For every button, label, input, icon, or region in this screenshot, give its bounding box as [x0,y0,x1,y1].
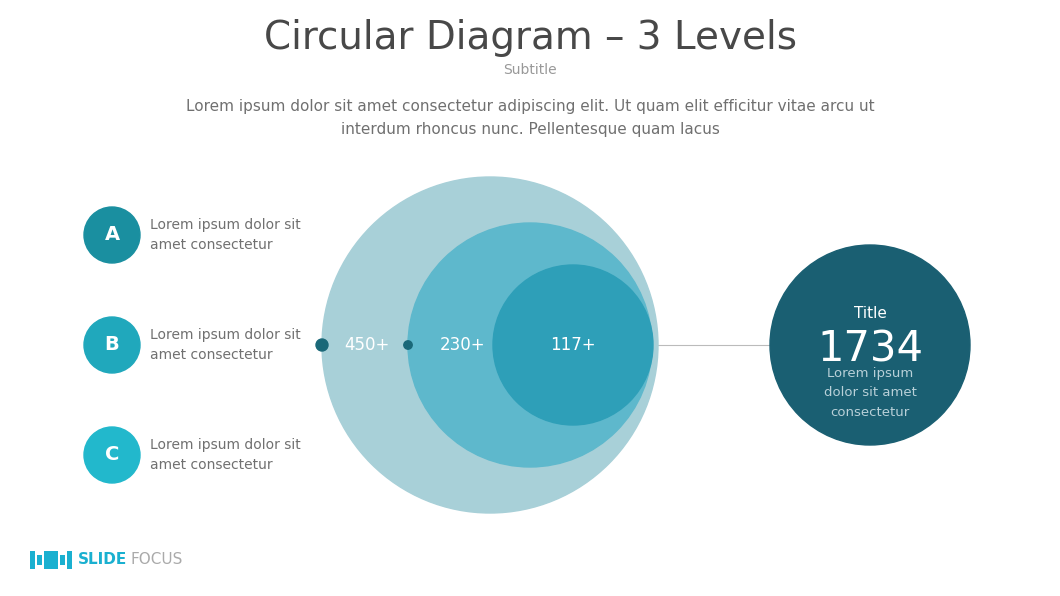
Text: Lorem ipsum dolor sit
amet consectetur: Lorem ipsum dolor sit amet consectetur [151,328,301,362]
Circle shape [770,245,970,445]
Circle shape [84,317,140,373]
Circle shape [84,207,140,263]
Text: Subtitle: Subtitle [504,63,556,77]
Text: 450+: 450+ [344,336,390,354]
FancyBboxPatch shape [67,551,72,569]
Circle shape [322,177,658,513]
Circle shape [408,223,652,467]
Text: 117+: 117+ [550,336,596,354]
Circle shape [316,339,328,351]
FancyBboxPatch shape [60,555,65,565]
Text: Title: Title [853,306,886,321]
Text: SLIDE: SLIDE [78,552,127,567]
Text: A: A [105,225,120,244]
Text: Lorem ipsum dolor sit
amet consectetur: Lorem ipsum dolor sit amet consectetur [151,218,301,252]
Text: Lorem ipsum dolor sit amet consectetur adipiscing elit. Ut quam elit efficitur v: Lorem ipsum dolor sit amet consectetur a… [186,100,874,136]
FancyBboxPatch shape [37,555,42,565]
Text: Lorem ipsum
dolor sit amet
consectetur: Lorem ipsum dolor sit amet consectetur [824,368,917,418]
Text: C: C [105,445,119,464]
Text: 1734: 1734 [817,329,923,371]
Text: 230+: 230+ [440,336,485,354]
Circle shape [84,427,140,483]
Text: Lorem ipsum dolor sit
amet consectetur: Lorem ipsum dolor sit amet consectetur [151,437,301,472]
Text: FOCUS: FOCUS [130,552,182,567]
FancyBboxPatch shape [45,551,58,569]
Text: B: B [105,336,120,355]
FancyBboxPatch shape [30,551,35,569]
Circle shape [404,341,412,349]
Text: Circular Diagram – 3 Levels: Circular Diagram – 3 Levels [264,19,796,57]
Circle shape [493,265,653,425]
